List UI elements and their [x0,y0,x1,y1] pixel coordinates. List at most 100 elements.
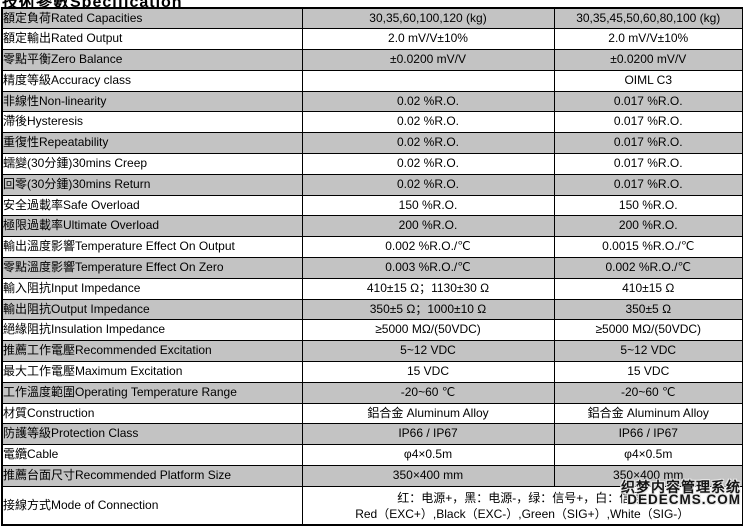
spec-value-cell-1: 0.002 %R.O./℃ [301,236,555,259]
spec-value-cell-2: 0.002 %R.O./℃ [553,257,743,279]
spec-label-cell: 工作溫度範圍Operating Temperature Range [1,381,303,404]
table-row: 輸出溫度影響Temperature Effect On Output 0.002… [1,236,743,259]
table-row: 滯後Hysteresis 0.02 %R.O. 0.017 %R.O. [1,111,743,134]
spec-label-cell: 電纜Cable [1,444,303,467]
table-row: 蠕變(30分鍾)30mins Creep 0.02 %R.O. 0.017 %R… [1,153,743,175]
spec-label-cell: 額定輸出Rated Output [1,28,303,51]
spec-value-cell-2: 0.017 %R.O. [553,90,743,113]
spec-value-cell-2: 410±15 Ω [553,277,743,300]
table-row: 極限過載率Ultimate Overload 200 %R.O. 200 %R.… [1,215,743,238]
spec-value-cell-2: 0.0015 %R.O./℃ [553,236,743,259]
spec-value-cell-1 [301,69,555,92]
table-row: 重復性Repeatability 0.02 %R.O. 0.017 %R.O. [1,132,743,155]
spec-label-cell: 零點平衡Zero Balance [1,49,303,71]
spec-value-cell-1: 150 %R.O. [301,194,555,217]
table-row: 回零(30分鍾)30mins Return 0.02 %R.O. 0.017 %… [1,173,743,196]
spec-label-cell: 防護等級Protection Class [1,423,303,446]
spec-value-cell-1: φ4×0.5m [301,444,555,467]
spec-value-cell-1: 0.02 %R.O. [301,173,555,196]
specification-table: 額定負荷Rated Capacities 30,35,60,100,120 (k… [1,7,743,527]
spec-value-cell-2: 5~12 VDC [553,340,743,363]
spec-value-cell-1: 0.003 %R.O./℃ [301,257,555,279]
spec-label-cell: 絕緣阻抗Insulation Impedance [1,319,303,342]
spec-label-cell: 安全過載率Safe Overload [1,194,303,217]
spec-label-cell: 極限過載率Ultimate Overload [1,215,303,238]
spec-value-cell-1: 5~12 VDC [301,340,555,363]
table-row: 輸入阻抗Input Impedance 410±15 Ω；1130±30 Ω 4… [1,277,743,300]
spec-label-cell: 輸入阻抗Input Impedance [1,277,303,300]
spec-value-cell-1: 350×400 mm [301,465,555,487]
spec-label-cell: 接線方式Mode of Connection [1,485,303,526]
spec-label-cell: 蠕變(30分鍾)30mins Creep [1,153,303,175]
spec-value-cell-1: IP66 / IP67 [301,423,555,446]
spec-label-cell: 精度等級Accuracy class [1,69,303,92]
spec-value-cell-1: 0.02 %R.O. [301,90,555,113]
spec-label-cell: 輸出溫度影響Temperature Effect On Output [1,236,303,259]
table-row: 輸出阻抗Output Impedance 350±5 Ω；1000±10 Ω 3… [1,298,743,321]
table-row: 電纜Cable φ4×0.5m φ4×0.5m [1,444,743,467]
spec-label-cell: 材質Construction [1,402,303,425]
spec-label-cell: 零點溫度影響Temperature Effect On Zero [1,257,303,279]
table-row: 安全過載率Safe Overload 150 %R.O. 150 %R.O. [1,194,743,217]
spec-value-cell-2: 350±5 Ω [553,298,743,321]
table-row: 精度等級Accuracy class OIML C3 [1,69,743,92]
spec-value-cell-2: OIML C3 [553,69,743,92]
table-row: 非線性Non-linearity 0.02 %R.O. 0.017 %R.O. [1,90,743,113]
table-row: 額定輸出Rated Output 2.0 mV/V±10% 2.0 mV/V±1… [1,28,743,51]
connection-value-cell: 红：电源+，黑：电源-，绿：信号+，白：信号- Red（EXC+）,Black（… [301,485,743,526]
spec-value-cell-1: 410±15 Ω；1130±30 Ω [301,277,555,300]
spec-value-cell-2: 0.017 %R.O. [553,132,743,155]
spec-value-cell-1: 鋁合金 Aluminum Alloy [301,402,555,425]
spec-value-cell-1: 30,35,60,100,120 (kg) [301,7,555,30]
spec-value-cell-2: 鋁合金 Aluminum Alloy [553,402,743,425]
spec-label-cell: 滯後Hysteresis [1,111,303,134]
spec-table-body: 額定負荷Rated Capacities 30,35,60,100,120 (k… [1,7,743,487]
spec-value-cell-2: ±0.0200 mV/V [553,49,743,71]
spec-value-cell-1: 200 %R.O. [301,215,555,238]
table-row: 絕緣阻抗Insulation Impedance ≥5000 MΩ/(50VDC… [1,319,743,342]
spec-value-cell-1: 2.0 mV/V±10% [301,28,555,51]
spec-value-cell-1: 0.02 %R.O. [301,132,555,155]
connection-wiring-english: Red（EXC+）,Black（EXC-）,Green（SIG+）,White（… [355,506,690,521]
spec-value-cell-1: 0.02 %R.O. [301,153,555,175]
page-title: 技術參數Specification [2,0,402,7]
spec-label-cell: 推薦工作電壓Recommended Excitation [1,340,303,363]
table-row: 工作溫度範圍Operating Temperature Range -20~60… [1,381,743,404]
spec-value-cell-2: φ4×0.5m [553,444,743,467]
spec-value-cell-2: 2.0 mV/V±10% [553,28,743,51]
table-row: 材質Construction 鋁合金 Aluminum Alloy 鋁合金 Al… [1,402,743,425]
spec-value-cell-2: 200 %R.O. [553,215,743,238]
spec-label-cell: 推薦台面尺寸Recommended Platform Size [1,465,303,487]
spec-value-cell-2: 30,35,45,50,60,80,100 (kg) [553,7,743,30]
spec-label-cell: 回零(30分鍾)30mins Return [1,173,303,196]
spec-value-cell-2: 0.017 %R.O. [553,111,743,134]
table-row-mode-of-connection: 接線方式Mode of Connection 红：电源+，黑：电源-，绿：信号+… [1,485,743,526]
spec-value-cell-1: 15 VDC [301,361,555,383]
table-row: 額定負荷Rated Capacities 30,35,60,100,120 (k… [1,7,743,30]
table-row: 最大工作電壓Maximum Excitation 15 VDC 15 VDC [1,361,743,383]
spec-value-cell-2: ≥5000 MΩ/(50VDC) [553,319,743,342]
spec-value-cell-2: 0.017 %R.O. [553,173,743,196]
spec-value-cell-1: 0.02 %R.O. [301,111,555,134]
table-row: 零點平衡Zero Balance ±0.0200 mV/V ±0.0200 mV… [1,49,743,71]
table-row: 零點溫度影響Temperature Effect On Zero 0.003 %… [1,257,743,279]
table-row: 推薦工作電壓Recommended Excitation 5~12 VDC 5~… [1,340,743,363]
spec-value-cell-1: 350±5 Ω；1000±10 Ω [301,298,555,321]
spec-label-cell: 輸出阻抗Output Impedance [1,298,303,321]
spec-value-cell-2: 150 %R.O. [553,194,743,217]
table-row: 防護等級Protection Class IP66 / IP67 IP66 / … [1,423,743,446]
connection-row-body: 接線方式Mode of Connection 红：电源+，黑：电源-，绿：信号+… [1,485,743,526]
table-row: 推薦台面尺寸Recommended Platform Size 350×400 … [1,465,743,487]
spec-value-cell-1: -20~60 ℃ [301,381,555,404]
spec-label-cell: 重復性Repeatability [1,132,303,155]
spec-label-cell: 最大工作電壓Maximum Excitation [1,361,303,383]
spec-value-cell-2: 15 VDC [553,361,743,383]
spec-label-cell: 額定負荷Rated Capacities [1,7,303,30]
spec-value-cell-2: 350×400 mm [553,465,743,487]
spec-label-cell: 非線性Non-linearity [1,90,303,113]
connection-wiring-chinese: 红：电源+，黑：电源-，绿：信号+，白：信号- [397,490,648,505]
page-title-text: 技術參數Specification [2,0,183,7]
spec-value-cell-2: 0.017 %R.O. [553,153,743,175]
spec-value-cell-2: -20~60 ℃ [553,381,743,404]
